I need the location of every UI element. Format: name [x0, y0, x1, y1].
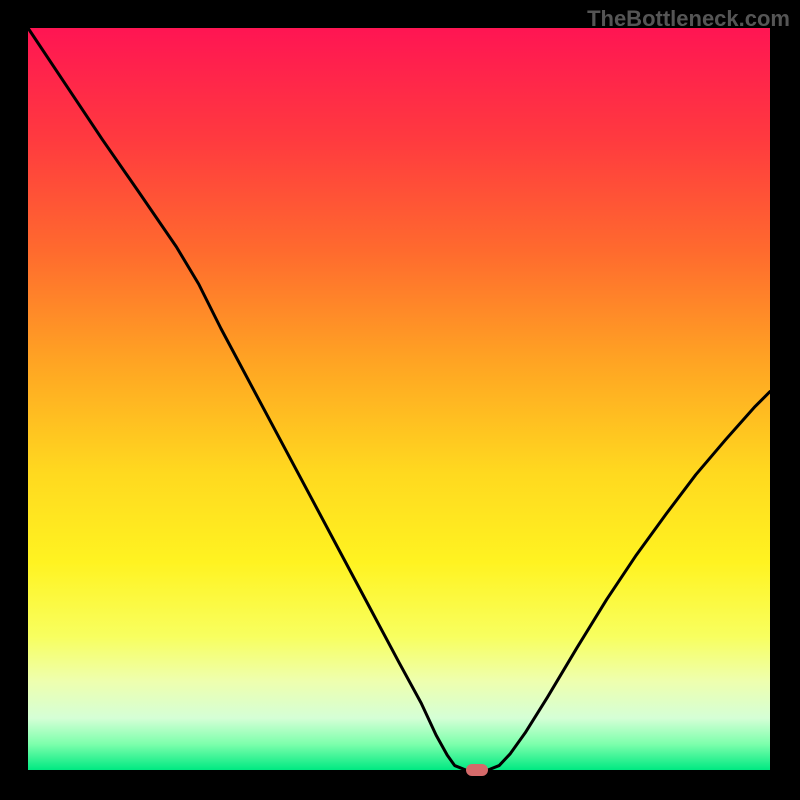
- curve-layer: [28, 28, 770, 770]
- plot-area: [28, 28, 770, 770]
- chart-canvas: TheBottleneck.com: [0, 0, 800, 800]
- optimum-marker: [466, 764, 488, 776]
- bottleneck-curve: [28, 28, 770, 770]
- watermark-text: TheBottleneck.com: [587, 6, 790, 32]
